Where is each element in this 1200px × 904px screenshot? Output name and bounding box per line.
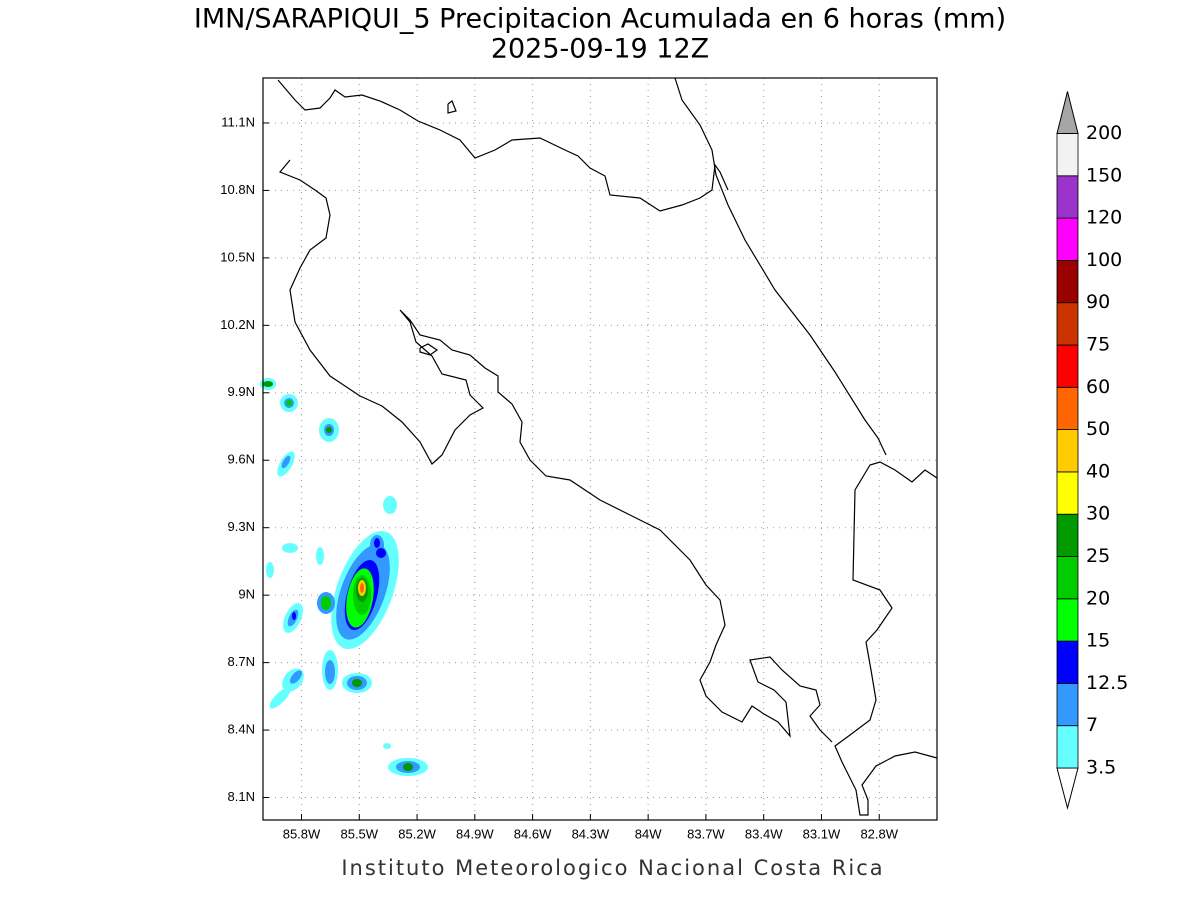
lon-tick-label: 83.1W xyxy=(803,826,841,841)
footer: Instituto Meteorologico Nacional Costa R… xyxy=(341,856,884,880)
lat-tick-label: 9N xyxy=(238,587,255,602)
lon-tick-label: 85.8W xyxy=(283,826,321,841)
colorbar-label: 30 xyxy=(1086,503,1110,525)
colorbar-box xyxy=(1056,429,1079,473)
colorbar-label: 25 xyxy=(1086,545,1110,567)
grid xyxy=(263,78,937,820)
lat-tick-label: 8.7N xyxy=(228,654,255,669)
colorbar-box xyxy=(1056,725,1079,769)
colorbar-box xyxy=(1056,217,1079,261)
colorbar-label: 3.5 xyxy=(1086,757,1116,779)
colorbar-box xyxy=(1056,598,1079,642)
lon-tick-label: 84W xyxy=(635,826,662,841)
coastline xyxy=(277,77,938,816)
colorbar-under xyxy=(1056,767,1079,810)
lon-tick-label: 83.7W xyxy=(687,826,725,841)
lat-tick-label: 9.3N xyxy=(228,519,255,534)
colorbar-box xyxy=(1056,344,1079,388)
colorbar-label: 200 xyxy=(1086,122,1122,144)
colorbar-label: 40 xyxy=(1086,460,1110,482)
lat-tick-label: 9.9N xyxy=(228,384,255,399)
colorbar-label: 120 xyxy=(1086,207,1122,229)
lat-tick-label: 10.8N xyxy=(220,182,255,197)
lon-tick-label: 84.9W xyxy=(456,826,494,841)
colorbar-label: 15 xyxy=(1086,630,1110,652)
colorbar-box xyxy=(1056,302,1079,346)
lat-tick-label: 10.2N xyxy=(220,317,255,332)
colorbar-box xyxy=(1056,133,1079,177)
colorbar-box xyxy=(1056,471,1079,515)
lon-tick-label: 85.5W xyxy=(340,826,378,841)
lat-tick-label: 11.1N xyxy=(221,114,255,129)
colorbar-box xyxy=(1056,175,1079,219)
colorbar-label: 20 xyxy=(1086,587,1110,609)
precipitation xyxy=(260,378,428,776)
colorbar-over xyxy=(1056,91,1079,134)
colorbar-label: 75 xyxy=(1086,334,1110,356)
colorbar-box xyxy=(1056,640,1079,684)
lon-tick-label: 84.6W xyxy=(514,826,552,841)
lat-tick-label: 10.5N xyxy=(220,249,255,264)
lat-tick-label: 8.1N xyxy=(228,789,255,804)
colorbar-label: 60 xyxy=(1086,376,1110,398)
colorbar-box xyxy=(1056,386,1079,430)
colorbar-label: 50 xyxy=(1086,418,1110,440)
lat-tick-label: 9.6N xyxy=(228,452,255,467)
lon-tick-label: 85.2W xyxy=(398,826,436,841)
lat-tick-label: 8.4N xyxy=(228,721,255,736)
map-frame xyxy=(262,77,938,821)
lon-tick-label: 83.4W xyxy=(745,826,783,841)
colorbar-label: 7 xyxy=(1086,714,1098,736)
colorbar: 3.5 7 12.5 15 20 25 30 40 50 60 75 90 100 120 150 200 xyxy=(1056,91,1128,810)
colorbar-label: 90 xyxy=(1086,291,1110,313)
colorbar-box xyxy=(1056,683,1079,727)
subtitle: 2025-09-19 12Z xyxy=(491,34,709,65)
colorbar-box xyxy=(1056,556,1079,600)
title: IMN/SARAPIQUI_5 Precipitacion Acumulada … xyxy=(194,4,1006,35)
colorbar-box xyxy=(1056,259,1079,304)
colorbar-label: 100 xyxy=(1086,249,1122,271)
lon-tick-label: 82.8W xyxy=(860,826,898,841)
colorbar-label: 150 xyxy=(1086,164,1122,186)
colorbar-box xyxy=(1056,513,1079,557)
lon-tick-label: 84.3W xyxy=(572,826,610,841)
colorbar-label: 12.5 xyxy=(1086,672,1128,694)
